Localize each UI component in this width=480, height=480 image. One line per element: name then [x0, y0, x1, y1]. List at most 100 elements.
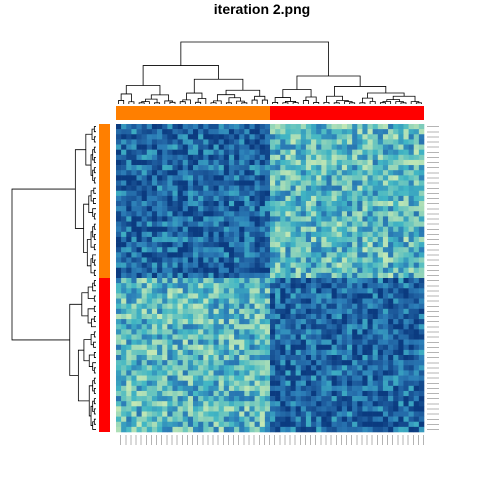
- heatmap-cell: [167, 247, 172, 252]
- heatmap-cell: [403, 340, 408, 345]
- heatmap-cell: [147, 160, 152, 165]
- heatmap-cell: [249, 309, 254, 314]
- heatmap-cell: [157, 422, 162, 427]
- heatmap-cell: [301, 268, 306, 273]
- heatmap-cell: [342, 165, 347, 170]
- heatmap-cell: [214, 355, 219, 360]
- heatmap-cell: [167, 242, 172, 247]
- heatmap-cell: [203, 411, 208, 416]
- heatmap-cell: [275, 257, 280, 262]
- heatmap-cell: [357, 263, 362, 268]
- heatmap-cell: [214, 222, 219, 227]
- heatmap-cell: [419, 293, 424, 298]
- heatmap-cell: [352, 170, 357, 175]
- heatmap-cell: [172, 355, 177, 360]
- heatmap-cell: [337, 288, 342, 293]
- column-tick-label: ∙∙∙∙∙: [237, 435, 241, 445]
- heatmap-cell: [275, 422, 280, 427]
- heatmap-cell: [316, 139, 321, 144]
- heatmap-cell: [409, 406, 414, 411]
- heatmap-cell: [321, 160, 326, 165]
- heatmap-cell: [214, 216, 219, 221]
- heatmap-cell: [203, 124, 208, 129]
- heatmap-cell: [214, 170, 219, 175]
- heatmap-cell: [357, 427, 362, 432]
- heatmap-cell: [126, 309, 131, 314]
- heatmap-cell: [347, 196, 352, 201]
- heatmap-cell: [347, 324, 352, 329]
- heatmap-cell: [357, 350, 362, 355]
- heatmap-cell: [414, 422, 419, 427]
- heatmap-cell: [368, 237, 373, 242]
- heatmap-cell: [337, 150, 342, 155]
- heatmap-cell: [280, 376, 285, 381]
- heatmap-cell: [255, 160, 260, 165]
- heatmap-cell: [219, 401, 224, 406]
- heatmap-cell: [296, 324, 301, 329]
- column-dendrogram-branch: [334, 86, 385, 96]
- heatmap-cell: [373, 427, 378, 432]
- heatmap-cell: [162, 201, 167, 206]
- heatmap-cell: [152, 411, 157, 416]
- heatmap-cell: [368, 263, 373, 268]
- heatmap-cell: [291, 299, 296, 304]
- heatmap-cell: [193, 288, 198, 293]
- heatmap-cell: [229, 222, 234, 227]
- heatmap-cell: [326, 201, 331, 206]
- heatmap-cell: [311, 227, 316, 232]
- heatmap-cell: [265, 324, 270, 329]
- heatmap-cell: [301, 381, 306, 386]
- heatmap-cell: [419, 350, 424, 355]
- heatmap-cell: [409, 411, 414, 416]
- heatmap-cell: [362, 175, 367, 180]
- heatmap-cell: [419, 278, 424, 283]
- heatmap-cell: [316, 242, 321, 247]
- heatmap-cell: [167, 129, 172, 134]
- row-group-colorbar: [99, 124, 110, 432]
- heatmap-cell: [142, 124, 147, 129]
- heatmap-cell: [352, 309, 357, 314]
- heatmap-cell: [291, 196, 296, 201]
- heatmap-cell: [403, 427, 408, 432]
- heatmap-cell: [306, 191, 311, 196]
- column-dendrogram-branch: [324, 102, 329, 104]
- heatmap-cell: [244, 201, 249, 206]
- heatmap-cell: [219, 175, 224, 180]
- heatmap-cell: [419, 319, 424, 324]
- heatmap-cell: [260, 268, 265, 273]
- heatmap-cell: [214, 278, 219, 283]
- heatmap-cell: [362, 417, 367, 422]
- heatmap-cell: [126, 252, 131, 257]
- column-dendrogram-branch: [262, 100, 267, 104]
- heatmap-cell: [126, 175, 131, 180]
- heatmap-cell: [234, 134, 239, 139]
- heatmap-cell: [152, 376, 157, 381]
- heatmap-cell: [239, 350, 244, 355]
- heatmap-cell: [337, 360, 342, 365]
- heatmap-cell: [347, 222, 352, 227]
- heatmap-cell: [167, 252, 172, 257]
- heatmap-cell: [275, 232, 280, 237]
- heatmap-cell: [265, 227, 270, 232]
- heatmap-cell: [388, 191, 393, 196]
- heatmap-cell: [265, 283, 270, 288]
- heatmap-cell: [244, 329, 249, 334]
- heatmap-cell: [219, 396, 224, 401]
- heatmap-cell: [296, 293, 301, 298]
- row-tick-label: ∙∙∙∙∙∙: [427, 217, 439, 221]
- heatmap-cell: [296, 314, 301, 319]
- heatmap-cell: [270, 329, 275, 334]
- heatmap-cell: [373, 175, 378, 180]
- heatmap-cell: [208, 211, 213, 216]
- heatmap-cell: [147, 155, 152, 160]
- heatmap-cell: [167, 150, 172, 155]
- heatmap-cell: [152, 170, 157, 175]
- heatmap-cell: [147, 417, 152, 422]
- heatmap-cell: [332, 340, 337, 345]
- heatmap-cell: [131, 201, 136, 206]
- heatmap-cell: [229, 155, 234, 160]
- heatmap-cell: [198, 268, 203, 273]
- heatmap-cell: [193, 370, 198, 375]
- heatmap-cell: [142, 406, 147, 411]
- heatmap-cell: [208, 247, 213, 252]
